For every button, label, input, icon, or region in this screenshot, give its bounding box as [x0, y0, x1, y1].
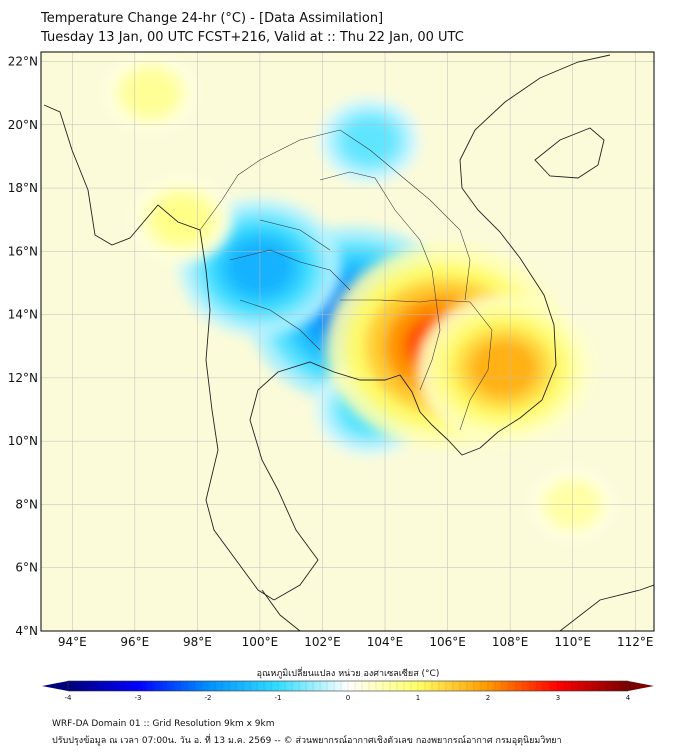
vietnam-coast: [459, 54, 611, 449]
hainan: [534, 127, 605, 179]
lon-label: 98°E: [183, 635, 212, 649]
myanmar-coast: [43, 104, 275, 601]
lon-label: 102°E: [304, 635, 341, 649]
lat-label: 12°N: [8, 371, 38, 385]
borneo-tip: [559, 584, 654, 631]
colorbar-min-arrow: [42, 681, 68, 691]
colorbar-tick-label: -4: [65, 694, 73, 702]
lon-label: 112°E: [617, 635, 654, 649]
thai-laos-border: [319, 171, 437, 301]
colorbar-tick-label: 4: [626, 694, 631, 702]
coastlines: [43, 54, 654, 631]
chart-subtitle: Tuesday 13 Jan, 00 UTC FCST+216, Valid a…: [41, 30, 464, 45]
cambodia-vietnam-border: [435, 299, 493, 431]
colorbar-gradient: [68, 681, 628, 691]
country-borders: [199, 129, 493, 431]
colorbar-tick-label: 3: [556, 694, 560, 702]
anomaly-warm-north-myanmar: [103, 53, 198, 133]
footer-credit: ปรับปรุงข้อมูล ณ เวลา 07:00น. วัน อ. ที่…: [52, 736, 562, 746]
colorbar-ticks: -4 -3 -2 -1 0 1 2 3 4: [65, 694, 631, 702]
colorbar-max-arrow: [628, 681, 654, 691]
colorbar-tick-label: -1: [275, 694, 282, 702]
lon-label: 94°E: [58, 635, 87, 649]
map-gridlines: [41, 52, 654, 631]
anomaly-warm-myanmar-coast: [131, 176, 233, 263]
lon-label: 108°E: [492, 635, 529, 649]
lat-label: 8°N: [15, 497, 38, 511]
footer-model-info: WRF-DA Domain 01 :: Grid Resolution 9km …: [52, 719, 275, 729]
colorbar-tick-label: 1: [416, 694, 420, 702]
lat-label: 20°N: [8, 118, 38, 132]
lon-label: 106°E: [429, 635, 466, 649]
colorbar: [42, 680, 654, 692]
anomaly-cold-north-laos: [318, 97, 420, 184]
colorbar-tick-label: -2: [205, 694, 212, 702]
colorbar-tick-label: 0: [346, 694, 350, 702]
lon-label: 96°E: [120, 635, 149, 649]
thai-myanmar-border: [199, 129, 371, 231]
thai-internal: [229, 219, 351, 351]
malay-peninsula: [261, 589, 301, 631]
chart-title: Temperature Change 24-hr (°C) - [Data As…: [41, 11, 384, 26]
lon-label: 104°E: [367, 635, 404, 649]
lat-label: 10°N: [8, 434, 38, 448]
lat-label: 22°N: [8, 54, 38, 68]
lon-label: 110°E: [554, 635, 591, 649]
colorbar-tick-label: 2: [486, 694, 490, 702]
lat-label: 6°N: [15, 561, 38, 575]
colorbar-label: อุณหภูมิเปลี่ยนแปลง หน่วย องศาเซลเซียส (…: [257, 666, 440, 679]
laos-vietnam-border: [369, 149, 471, 301]
colorbar-tick-label: -3: [135, 694, 142, 702]
lat-label: 18°N: [8, 181, 38, 195]
lat-label: 14°N: [8, 308, 38, 322]
lat-label: 4°N: [15, 624, 38, 638]
anomaly-warm-south-vietnam: [415, 293, 593, 444]
map-frame: [40, 51, 655, 632]
thai-gulf-coast: [249, 361, 481, 601]
longitude-labels: 94°E 96°E 98°E 100°E 102°E 104°E 106°E 108°E 110…: [58, 635, 654, 649]
latitude-labels: 22°N 20°N 18°N 16°N 14°N 12°N 10°N 8°N 6°N 4°N: [8, 54, 38, 638]
lon-label: 100°E: [242, 635, 279, 649]
lat-label: 16°N: [8, 244, 38, 258]
